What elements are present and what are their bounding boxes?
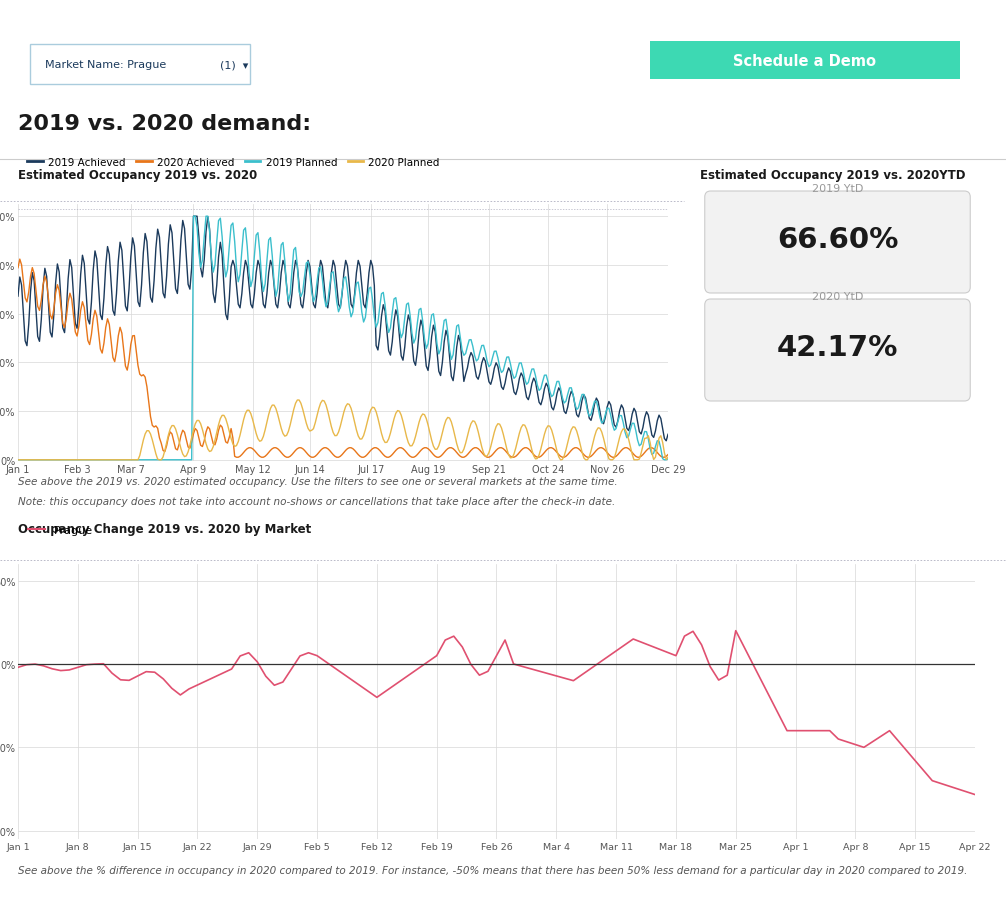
Legend: 2019 Achieved, 2020 Achieved, 2019 Planned, 2020 Planned: 2019 Achieved, 2020 Achieved, 2019 Plann… <box>23 153 444 171</box>
FancyBboxPatch shape <box>705 299 970 401</box>
Legend: Prague: Prague <box>23 520 98 539</box>
Text: 66.60%: 66.60% <box>777 226 898 253</box>
Text: Choose one or several markets:: Choose one or several markets: <box>30 17 253 30</box>
Text: 2020 YtD: 2020 YtD <box>812 291 863 301</box>
Text: (1)  ▾: (1) ▾ <box>220 60 248 70</box>
Bar <box>30 45 250 85</box>
Text: Occupancy Change 2019 vs. 2020 by Market: Occupancy Change 2019 vs. 2020 by Market <box>18 522 311 535</box>
Text: Market Name: Prague: Market Name: Prague <box>45 60 166 70</box>
FancyBboxPatch shape <box>705 192 970 294</box>
Text: Estimated Occupancy 2019 vs. 2020YTD: Estimated Occupancy 2019 vs. 2020YTD <box>700 169 966 181</box>
Text: 2019 YtD: 2019 YtD <box>812 184 863 194</box>
Bar <box>650 42 960 80</box>
Text: See above the 2019 vs. 2020 estimated occupancy. Use the filters to see one or s: See above the 2019 vs. 2020 estimated oc… <box>18 476 618 486</box>
Text: 42.17%: 42.17% <box>777 334 898 362</box>
Text: Note: this occupancy does not take into account no-shows or cancellations that t: Note: this occupancy does not take into … <box>18 496 616 506</box>
Text: 2019 vs. 2020 demand:: 2019 vs. 2020 demand: <box>18 114 311 133</box>
Text: Estimated Occupancy 2019 vs. 2020: Estimated Occupancy 2019 vs. 2020 <box>18 169 258 181</box>
Text: Schedule a Demo: Schedule a Demo <box>733 53 876 69</box>
Text: See above the % difference in occupancy in 2020 compared to 2019. For instance, : See above the % difference in occupancy … <box>18 865 968 875</box>
